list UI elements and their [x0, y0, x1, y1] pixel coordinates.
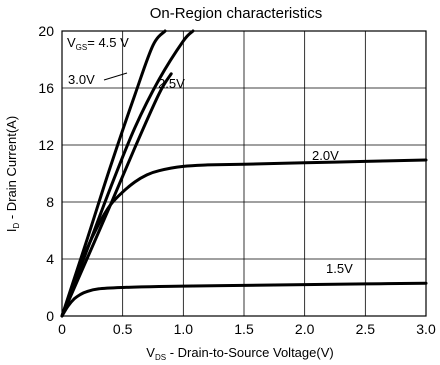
annotation-2v5: 2.5V — [158, 76, 185, 91]
annotation-2v0: 2.0V — [312, 148, 339, 163]
x-tick-label: 0.5 — [113, 321, 133, 337]
annotation-1v5: 1.5V — [326, 261, 353, 276]
series-line-2v0v — [60, 158, 428, 318]
x-tick-label: 1.5 — [234, 321, 254, 337]
y-tick-label: 8 — [46, 194, 54, 210]
x-tick-label: 1.0 — [174, 321, 194, 337]
y-axis-label: ID - Drain Current(A) — [4, 116, 21, 232]
plot-frame — [61, 30, 427, 317]
y-tick-labels: 0 4 8 12 16 20 — [38, 23, 54, 324]
y-tick-label: 16 — [38, 80, 54, 96]
chart-title: On-Region characteristics — [150, 5, 323, 22]
y-tick-label: 4 — [46, 251, 54, 267]
series-line-2v5v — [60, 72, 173, 318]
x-tick-labels: 0 0.5 1.0 1.5 2.0 2.5 3.0 — [58, 321, 436, 337]
series-line-1v5v — [60, 281, 428, 318]
x-axis-label: VDS - Drain-to-Source Voltage(V) — [146, 345, 333, 362]
y-tick-label: 20 — [38, 23, 54, 39]
series-line-4v5v — [60, 29, 167, 318]
annotation-vgs: VGS= 4.5 V — [67, 35, 129, 52]
x-tick-label: 0 — [58, 321, 66, 337]
x-tick-label: 2.5 — [356, 321, 376, 337]
series-lines — [60, 29, 428, 318]
y-tick-label: 0 — [46, 308, 54, 324]
x-tick-label: 2.0 — [295, 321, 315, 337]
annotation-3v0-leader — [103, 72, 128, 81]
y-tick-label: 12 — [38, 137, 54, 153]
annotation-3v0: 3.0V — [68, 72, 95, 87]
x-tick-label: 3.0 — [416, 321, 436, 337]
